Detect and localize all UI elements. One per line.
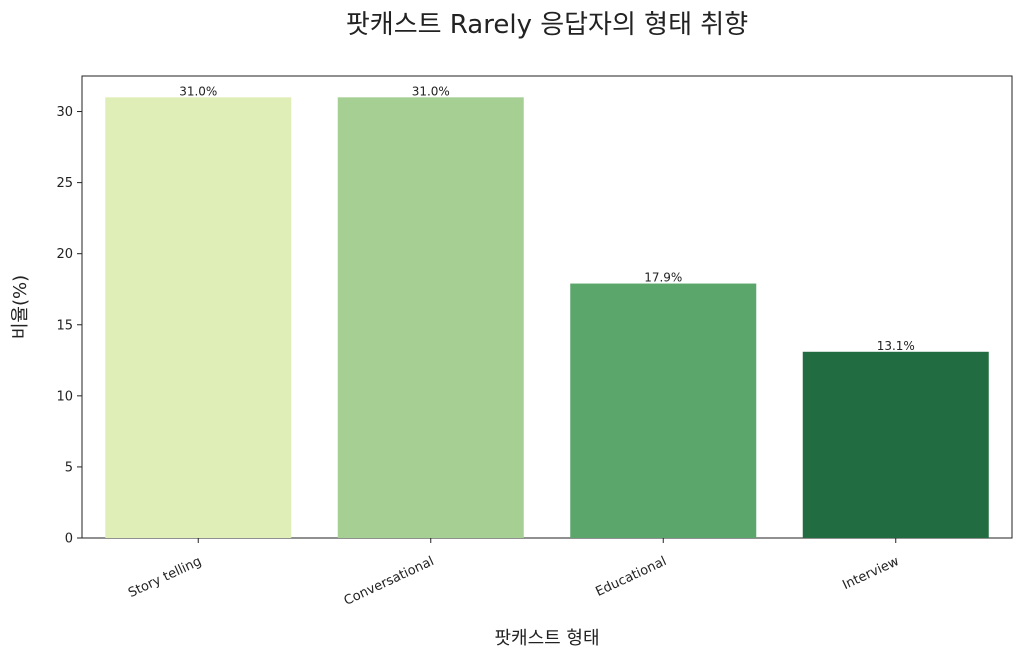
x-tick-label: Educational — [593, 554, 669, 600]
x-tick-label: Story telling — [126, 554, 204, 601]
y-tick-label: 25 — [56, 176, 73, 191]
bar — [337, 97, 524, 539]
y-tick-label: 5 — [65, 460, 73, 475]
bar — [570, 283, 757, 538]
y-axis-label: 비율(%) — [10, 275, 31, 339]
bar-value-label: 13.1% — [877, 339, 915, 353]
x-axis: Story telling Conversational Educational In… — [126, 538, 902, 609]
bar-value-label: 31.0% — [179, 84, 217, 98]
bar — [802, 351, 989, 538]
bar-value-label: 31.0% — [412, 84, 450, 98]
bars-group — [105, 97, 989, 539]
plot-area-frame — [81, 75, 1013, 539]
data-labels-group: 31.0% 31.0% 17.9% 13.1% — [179, 84, 915, 352]
y-tick-label: 30 — [56, 105, 73, 120]
bar-value-label: 17.9% — [644, 271, 682, 285]
y-tick-label: 0 — [65, 532, 73, 547]
x-tick-label: Interview — [840, 554, 901, 593]
y-tick-label: 20 — [56, 247, 73, 262]
x-axis-label: 팟캐스트 형태 — [494, 628, 599, 649]
y-tick-label: 15 — [56, 318, 73, 333]
x-tick-label: Conversational — [342, 554, 437, 609]
y-axis: 0 5 10 15 20 25 30 — [56, 105, 82, 547]
chart-title: 팟캐스트 Rarely 응답자의 형태 취향 — [346, 10, 748, 40]
bar — [105, 97, 292, 539]
y-tick-label: 10 — [56, 389, 73, 404]
